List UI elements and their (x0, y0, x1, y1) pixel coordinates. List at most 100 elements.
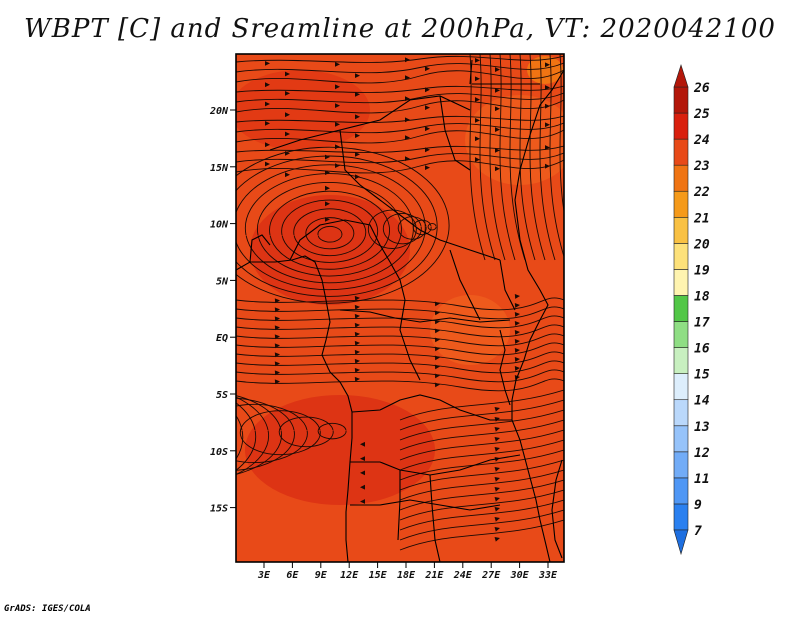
colorbar: 7 9 11 12 13 14 15 16 17 18 19 20 21 22 23 24 25 26 (673, 64, 710, 556)
streamline (236, 360, 564, 374)
border-south-3 (350, 499, 501, 511)
streamline (236, 92, 564, 104)
streamline-arrow (514, 303, 520, 308)
streamline (529, 54, 546, 261)
streamline (317, 225, 343, 243)
streamline-arrow (475, 76, 480, 82)
streamline-arrow (495, 106, 500, 112)
streamline-arrow (494, 406, 500, 412)
colorbar-bottom-arrow (673, 529, 689, 556)
streamline-arrow (494, 436, 500, 442)
streamline-arrow (405, 117, 410, 123)
streamline (236, 378, 564, 392)
streamline (399, 499, 564, 531)
streamline-arrow (265, 82, 270, 88)
streamline-arrow (545, 85, 550, 90)
streamline (269, 190, 390, 270)
streamline-arrow (355, 133, 360, 138)
streamline-arrow (475, 57, 480, 63)
streamline-arrow (434, 364, 440, 370)
colorbar-label: 22 (693, 185, 710, 200)
colorbar-label: 24 (693, 133, 710, 148)
streamline-arrow (494, 516, 500, 522)
streamline (236, 99, 564, 114)
chart-title: WBPT [C] and Sreamline at 200hPa, VT: 20… (24, 14, 776, 44)
streamline-arrow (285, 71, 290, 77)
warm-patch-sahel (250, 195, 410, 305)
colorbar-label: 18 (694, 289, 710, 304)
cool-patch-northeast (527, 56, 563, 84)
streamline-arrow (565, 115, 570, 120)
streamline-arrow (360, 441, 365, 447)
streamline-arrow (325, 217, 330, 222)
streamline (399, 439, 564, 471)
streamline (278, 416, 334, 448)
streamline-arrow (434, 355, 440, 361)
streamline (236, 403, 308, 464)
colorbar-segment (673, 269, 689, 296)
streamline-arrow (434, 373, 440, 379)
colorbar-label: 17 (694, 316, 710, 331)
border-sahel (379, 199, 501, 261)
longitude-axis: 3E 6E 9E 12E 15E 18E 21E 24E 27E 30E 33E (257, 562, 558, 581)
streamline-arrow (360, 456, 365, 461)
lon-tick-label: 30E (510, 570, 530, 581)
border-south-4 (429, 474, 441, 562)
streamline-arrow (405, 96, 410, 102)
streamline (236, 62, 564, 74)
streamline (367, 209, 417, 249)
streamline (479, 54, 496, 261)
colorbar-segment (673, 373, 689, 401)
latitude-axis: 20N 15N 10N 5N EQ 5S 10S 15S (209, 106, 236, 515)
streamline-arrow (494, 496, 500, 502)
streamline-arrow (274, 325, 280, 331)
streamline-arrow (354, 349, 360, 355)
streamline-arrow (495, 166, 500, 172)
streamline (412, 219, 432, 236)
streamline-arrow (514, 366, 520, 371)
streamline-arrow (354, 358, 360, 364)
streamline (399, 389, 564, 421)
streamline (236, 155, 438, 297)
streamline-arrow (354, 304, 360, 310)
streamline-arrow (514, 330, 520, 335)
colorbar-segment (673, 503, 689, 531)
streamline-arrow (494, 426, 500, 432)
lon-tick-label: 18E (397, 570, 416, 581)
streamline (399, 409, 564, 441)
streamline-arrow (354, 322, 360, 328)
streamline-arrow (325, 185, 330, 191)
streamline-arrow (494, 486, 500, 492)
streamline (427, 223, 437, 231)
colorbar-segment (673, 295, 689, 322)
streamline-arrow (265, 101, 270, 107)
lon-tick-label: 9E (315, 570, 328, 581)
colorbar-label: 16 (694, 342, 710, 357)
colorbar-label: 19 (694, 263, 710, 278)
colorbar-segment (673, 321, 689, 348)
streamline (399, 489, 564, 521)
colorbar-segment (673, 190, 689, 218)
streamline (539, 54, 556, 261)
streamline-arrow (475, 157, 480, 162)
border-south-5 (397, 470, 401, 541)
madagascar-edge (551, 459, 563, 559)
streamline (399, 509, 564, 541)
streamline (559, 54, 564, 215)
streamline-arrow (565, 152, 570, 157)
streamlines (236, 54, 570, 551)
streamline-arrow (434, 301, 440, 307)
streamline-arrow (545, 122, 550, 128)
lon-tick-label: 3E (257, 570, 271, 581)
streamline-arrow (335, 144, 340, 150)
colorbar-label: 20 (693, 237, 710, 252)
streamline-arrow (355, 114, 360, 120)
colorbar-label: 7 (694, 524, 702, 539)
colorbar-label: 15 (694, 368, 710, 383)
streamline (236, 324, 564, 338)
colorbar-segment (673, 86, 689, 114)
streamline (236, 306, 564, 320)
warm-patch-southern (245, 395, 435, 505)
streamline-arrow (405, 57, 410, 63)
streamline-arrow (265, 161, 270, 167)
